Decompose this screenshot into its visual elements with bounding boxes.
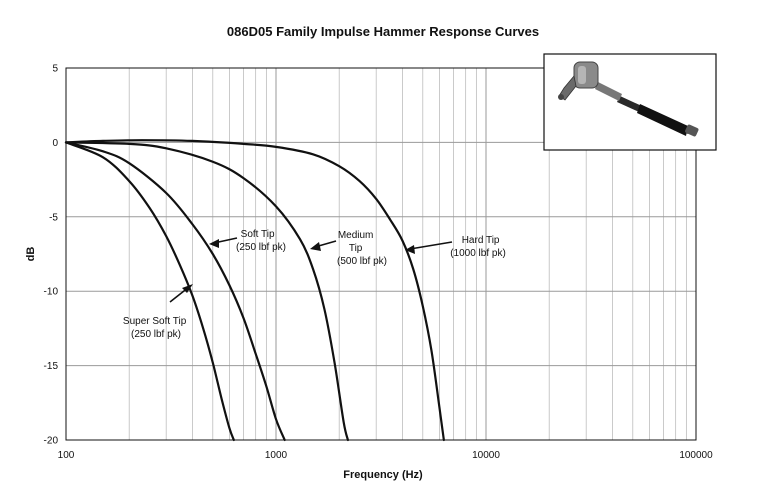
x-tick-label: 10000 (472, 450, 500, 461)
series-line-1 (64, 141, 286, 442)
series-line-2 (64, 141, 350, 442)
x-tick-label: 100000 (679, 450, 713, 461)
y-tick-label: 0 (52, 138, 58, 149)
annotation-medium: Medium Tip (500 lbf pk) (337, 230, 387, 267)
y-tick-label: -20 (44, 436, 59, 447)
series-line-3 (64, 139, 445, 442)
y-tick-label: -15 (44, 361, 59, 372)
hammer-inset (543, 53, 717, 151)
arrowhead-medium (310, 242, 321, 251)
y-tick-label: -10 (44, 287, 59, 298)
arrow-hard (409, 241, 453, 250)
x-axis-title: Frequency (Hz) (343, 469, 423, 481)
arrowhead-soft (209, 239, 219, 248)
chart-title: 086D05 Family Impulse Hammer Response Cu… (227, 24, 539, 39)
annotation-soft: Soft Tip (250 lbf pk) (236, 229, 286, 253)
annotation-super-soft: Super Soft Tip (250 lbf pk) (123, 316, 189, 340)
x-tick-label: 100 (58, 450, 75, 461)
y-axis-title: dB (25, 247, 37, 262)
impulse-hammer-icon (558, 61, 699, 137)
arrowhead-hard (405, 245, 415, 254)
y-tick-label: 5 (52, 64, 58, 75)
y-axis-ticks: 5 0 -5 -10 -15 -20 (44, 64, 59, 447)
series-line-0 (64, 141, 235, 442)
annotation-hard: Hard Tip (1000 lbf pk) (450, 235, 506, 259)
x-tick-label: 1000 (265, 450, 288, 461)
plot-area-border (65, 67, 697, 441)
annotation-arrows (169, 237, 453, 303)
y-tick-label: -5 (49, 212, 58, 223)
x-axis-ticks: 100 1000 10000 100000 (58, 450, 713, 461)
response-curves (64, 139, 445, 442)
arrowhead-super-soft (182, 284, 193, 293)
